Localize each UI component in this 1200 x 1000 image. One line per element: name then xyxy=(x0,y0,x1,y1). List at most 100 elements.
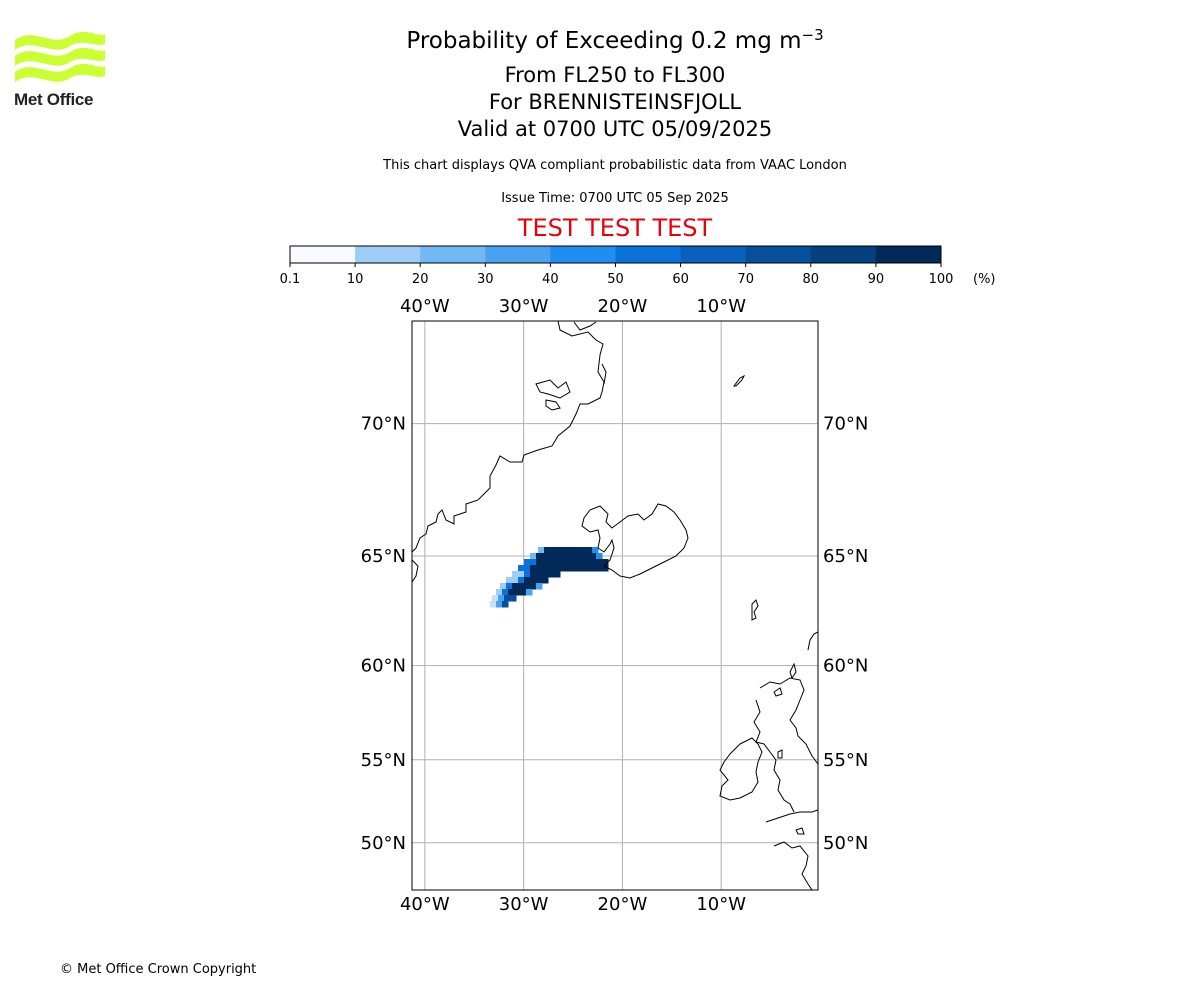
longitude-label: 20°W xyxy=(598,296,648,317)
latitude-label: 50°N xyxy=(361,833,406,854)
faroe-islands-coastline xyxy=(751,599,759,621)
plume-cell xyxy=(590,553,597,560)
colorbar-segment xyxy=(420,246,486,263)
plume-cell xyxy=(572,565,579,572)
plume-cell xyxy=(518,565,525,572)
longitude-label: 30°W xyxy=(499,296,549,317)
plume-cell xyxy=(578,559,585,566)
colorbar-tick-label: 90 xyxy=(868,272,885,287)
volcano-subtitle: For BRENNISTEINSFJOLL xyxy=(488,90,742,114)
latitude-label: 60°N xyxy=(361,656,406,677)
plume-cell xyxy=(536,577,543,584)
plume-cell xyxy=(524,571,531,578)
plume-cell xyxy=(548,565,555,572)
colorbar-segment xyxy=(615,246,682,263)
longitude-label: 20°W xyxy=(598,894,648,915)
plume-cell xyxy=(518,577,525,584)
plume-cell xyxy=(500,583,507,590)
plume-cell xyxy=(490,601,497,608)
jan-mayen-coastline xyxy=(733,374,746,387)
plume-cell xyxy=(584,559,591,566)
plume-cell xyxy=(572,553,579,560)
plume-cell xyxy=(602,559,609,566)
iceland-coastline xyxy=(581,503,689,579)
plume-cell xyxy=(492,595,499,602)
plume-cell xyxy=(514,589,521,596)
colorbar-tick-label: 50 xyxy=(607,272,624,287)
test-banner: TEST TEST TEST xyxy=(517,214,713,242)
plume-cell xyxy=(596,553,603,560)
plume-cell xyxy=(560,553,567,560)
plume-cell xyxy=(550,547,557,554)
plume-cell xyxy=(542,577,549,584)
plume-cell xyxy=(498,595,505,602)
colorbar-tick-label: 30 xyxy=(477,272,494,287)
plume-cell xyxy=(568,547,575,554)
plume-cell xyxy=(548,553,555,560)
title-exponent: −3 xyxy=(801,26,824,44)
colorbar: 0.1 10 20 30 40 50 60 70 80 90 100 (%) xyxy=(280,245,996,287)
plume-cell xyxy=(560,565,567,572)
plume-cell xyxy=(518,583,525,590)
plume-cell xyxy=(506,583,513,590)
colorbar-tick-label: 70 xyxy=(737,272,754,287)
plume-cell xyxy=(520,589,527,596)
plume-cell xyxy=(526,589,533,596)
plume-cell xyxy=(580,547,587,554)
france-coastline xyxy=(773,841,813,890)
plume-cell xyxy=(502,589,509,596)
plume-cell xyxy=(584,565,591,572)
colorbar-segment xyxy=(810,246,877,263)
plume-cell xyxy=(502,601,509,608)
plume-cell xyxy=(536,559,543,566)
plume-cell xyxy=(536,553,543,560)
plume-cell xyxy=(530,583,537,590)
latitude-label: 65°N xyxy=(361,546,406,567)
colorbar-segment xyxy=(680,246,747,263)
plume-cell xyxy=(542,565,549,572)
plume-cell xyxy=(538,547,545,554)
valid-time-subtitle: Valid at 0700 UTC 05/09/2025 xyxy=(457,117,773,141)
plume-cell xyxy=(524,583,531,590)
plume-cell xyxy=(554,553,561,560)
longitude-label: 10°W xyxy=(696,296,746,317)
colorbar-segment xyxy=(355,246,421,263)
colorbar-segment xyxy=(875,246,942,263)
colorbar-segment xyxy=(745,246,812,263)
plume-cell xyxy=(524,565,531,572)
ireland-coastline xyxy=(719,737,763,801)
latitude-label: 55°N xyxy=(361,750,406,771)
plume-cell xyxy=(542,559,549,566)
plume-cell xyxy=(524,577,531,584)
colorbar-unit: (%) xyxy=(973,272,996,287)
plume-cell xyxy=(562,547,569,554)
plume-cell xyxy=(512,577,519,584)
plume-cell xyxy=(530,565,537,572)
ash-probability-plume xyxy=(490,547,609,608)
plume-cell xyxy=(530,571,537,578)
plume-cell xyxy=(566,553,573,560)
longitude-label: 30°W xyxy=(499,894,549,915)
colorbar-tick-label: 100 xyxy=(929,272,954,287)
plume-cell xyxy=(536,571,543,578)
plume-cell xyxy=(496,589,503,596)
colorbar-tick-label: 60 xyxy=(672,272,689,287)
plume-cell xyxy=(536,583,543,590)
plume-cell xyxy=(596,565,603,572)
plume-cell xyxy=(574,547,581,554)
plume-cell xyxy=(560,559,567,566)
colorbar-tick-label: 10 xyxy=(347,272,364,287)
plume-cell xyxy=(542,571,549,578)
plume-cell xyxy=(590,559,597,566)
met-office-logo xyxy=(15,31,105,82)
chart-description: This chart displays QVA compliant probab… xyxy=(383,158,847,173)
plume-cell xyxy=(530,577,537,584)
colorbar-segment xyxy=(550,246,616,263)
plume-cell xyxy=(544,547,551,554)
colorbar-tick-label: 0.1 xyxy=(280,272,301,287)
norway-coastline xyxy=(807,631,818,651)
latitude-label: 60°N xyxy=(823,656,868,677)
latitude-label: 55°N xyxy=(823,750,868,771)
plume-cell xyxy=(566,559,573,566)
